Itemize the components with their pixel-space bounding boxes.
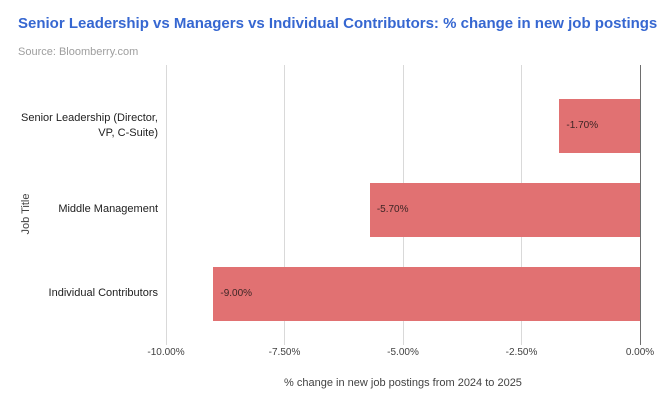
x-tick-label: 0.00% bbox=[625, 347, 655, 358]
x-axis-title: % change in new job postings from 2024 t… bbox=[284, 377, 522, 389]
gridline bbox=[284, 65, 285, 345]
category-label: Middle Management bbox=[58, 203, 158, 216]
x-tick-label: -7.50% bbox=[268, 347, 301, 358]
bar: -9.00% bbox=[213, 266, 640, 321]
zero-axis-line bbox=[639, 65, 641, 345]
x-tick-label: -10.00% bbox=[147, 347, 185, 358]
chart-source: Source: Bloomberry.com bbox=[18, 46, 139, 58]
bar: -5.70% bbox=[369, 182, 640, 237]
category-label: Senior Leadership (Director, VP, C-Suite… bbox=[21, 112, 158, 139]
bar-value-label: -1.70% bbox=[566, 120, 599, 131]
bar-value-label: -9.00% bbox=[220, 288, 253, 299]
bar-value-label: -5.70% bbox=[376, 204, 409, 215]
x-tick-label: -5.00% bbox=[387, 347, 419, 358]
bar: -1.70% bbox=[559, 98, 640, 153]
gridline bbox=[165, 65, 167, 345]
x-tick-label: -2.50% bbox=[505, 347, 538, 358]
category-label: Individual Contributors bbox=[48, 287, 158, 300]
plot-area: -1.70% -5.70% -9.00% bbox=[165, 65, 641, 345]
chart-title: Senior Leadership vs Managers vs Individ… bbox=[18, 15, 658, 32]
